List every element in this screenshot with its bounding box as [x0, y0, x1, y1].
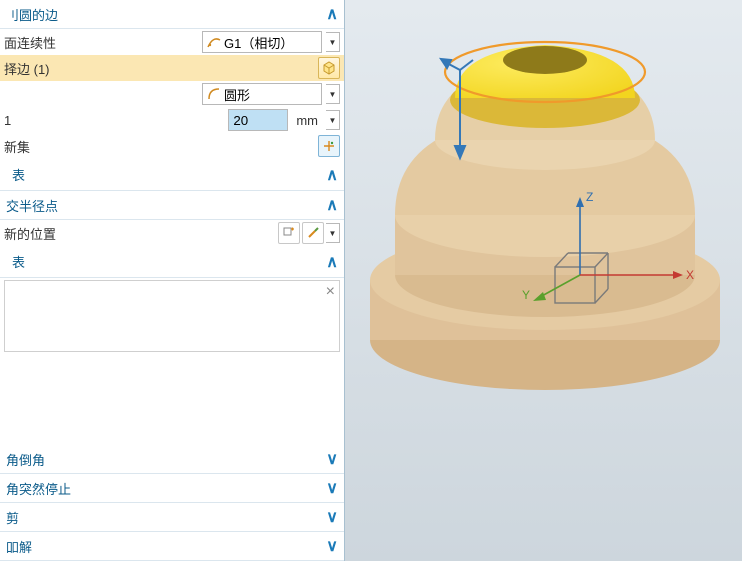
section-resolve[interactable]: 吅解 ∨ [0, 532, 344, 561]
row-shape: 圆形 ▼ [0, 81, 344, 107]
subsection-table[interactable]: 表 ∧ [0, 159, 344, 191]
tangent-icon [207, 35, 221, 49]
section-title: 角倒角 [6, 450, 45, 469]
table-label: 表 [6, 163, 31, 186]
chevron-down-icon: ∨ [326, 478, 338, 498]
chevron-up-icon: ∧ [326, 4, 338, 24]
radius-input[interactable] [228, 109, 288, 131]
points-list[interactable]: × [4, 280, 340, 352]
close-icon[interactable]: × [326, 283, 335, 301]
viewport-3d[interactable]: Z X Y [345, 0, 742, 561]
chevron-down-icon: ∨ [326, 449, 338, 469]
section-title: 剪 [6, 508, 19, 527]
new-set-label: 新集 [4, 137, 30, 156]
point-add-button[interactable] [278, 222, 300, 244]
section-title: 吅解 [6, 537, 32, 556]
section-trim[interactable]: 剪 ∨ [0, 503, 344, 532]
radius-unit: mm [292, 109, 322, 131]
section-corner-chamfer[interactable]: 角倒角 ∨ [0, 445, 344, 474]
brush-button[interactable] [302, 222, 324, 244]
dropdown-arrow-icon[interactable]: ▼ [326, 32, 340, 52]
section-fillet-edges[interactable]: 刂圆的边 ∧ [0, 0, 344, 29]
row-select-edge[interactable]: 择边 (1) [0, 55, 344, 81]
properties-panel: 刂圆的边 ∧ 面连续性 G1（相切） ▼ 择边 (1) 圆形 ▼ 1 [0, 0, 345, 561]
target-plus-icon [283, 227, 295, 239]
subsection-table2[interactable]: 表 ∧ [0, 246, 344, 278]
select-edge-label: 择边 (1) [4, 59, 50, 78]
cube-icon [322, 61, 336, 75]
chevron-down-icon: ∨ [326, 507, 338, 527]
shape-value: 圆形 [224, 85, 250, 104]
axis-y-label: Y [522, 288, 530, 302]
section-corner-stop[interactable]: 角突然停止 ∨ [0, 474, 344, 503]
brush-icon [307, 227, 319, 239]
shape-dropdown[interactable]: 圆形 [202, 83, 322, 105]
chevron-up-icon: ∧ [326, 252, 338, 272]
dropdown-arrow-icon[interactable]: ▼ [326, 110, 340, 130]
chevron-up-icon: ∧ [326, 165, 338, 185]
continuity-value: G1（相切） [224, 33, 293, 52]
row-radius: 1 mm ▼ [0, 107, 344, 133]
axis-x-label: X [686, 268, 694, 282]
dropdown-arrow-icon[interactable]: ▼ [326, 223, 340, 243]
circular-icon [207, 87, 221, 101]
row-new-set: 新集 [0, 133, 344, 159]
model-render: Z X Y [345, 0, 742, 561]
continuity-dropdown[interactable]: G1（相切） [202, 31, 322, 53]
plus-icon [323, 140, 335, 152]
table2-label: 表 [6, 250, 31, 273]
section-var-radius[interactable]: 交半径点 ∧ [0, 191, 344, 220]
continuity-label: 面连续性 [4, 33, 56, 52]
section-title: 刂圆的边 [6, 5, 58, 24]
section-title: 交半径点 [6, 196, 58, 215]
axis-z-label: Z [586, 190, 593, 204]
row-continuity: 面连续性 G1（相切） ▼ [0, 29, 344, 55]
dropdown-arrow-icon[interactable]: ▼ [326, 84, 340, 104]
row-new-position: 新的位置 ▼ [0, 220, 344, 246]
select-cube-button[interactable] [318, 57, 340, 79]
radius-index: 1 [4, 113, 11, 128]
chevron-up-icon: ∧ [326, 195, 338, 215]
add-set-button[interactable] [318, 135, 340, 157]
chevron-down-icon: ∨ [326, 536, 338, 556]
section-title: 角突然停止 [6, 479, 71, 498]
new-position-label: 新的位置 [4, 224, 56, 243]
